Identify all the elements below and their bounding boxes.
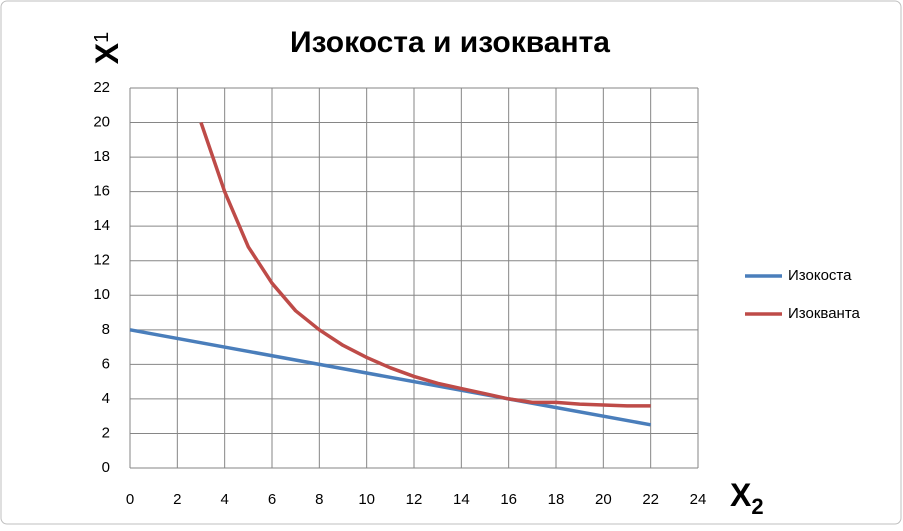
x-tick-label: 24 xyxy=(690,491,707,508)
y-axis-title-main: X xyxy=(89,42,125,64)
y-tick-label: 18 xyxy=(93,148,110,165)
x-tick-label: 2 xyxy=(173,491,181,508)
y-axis-title-sub: 1 xyxy=(91,32,113,43)
y-tick-label: 22 xyxy=(93,79,110,96)
y-tick-label: 12 xyxy=(93,252,110,269)
y-tick-label: 10 xyxy=(93,286,110,303)
y-axis-title: X1 xyxy=(89,32,125,64)
legend-label: Изокоста xyxy=(788,267,852,284)
y-tick-label: 20 xyxy=(93,114,110,131)
x-tick-label: 22 xyxy=(642,491,659,508)
x-tick-label: 6 xyxy=(268,491,276,508)
y-tick-label: 8 xyxy=(102,321,110,338)
x-tick-label: 4 xyxy=(220,491,228,508)
x-axis-title-sub: 2 xyxy=(751,494,763,519)
x-tick-label: 16 xyxy=(500,491,517,508)
y-tick-label: 16 xyxy=(93,183,110,200)
x-tick-label: 18 xyxy=(548,491,565,508)
chart-title: Изокоста и изокванта xyxy=(290,26,610,59)
y-tick-label: 4 xyxy=(102,390,110,407)
x-tick-label: 0 xyxy=(126,491,134,508)
x-tick-label: 12 xyxy=(406,491,423,508)
y-tick-label: 0 xyxy=(102,459,110,476)
x-tick-label: 14 xyxy=(453,491,470,508)
x-tick-label: 20 xyxy=(595,491,612,508)
series-line xyxy=(129,328,651,427)
x-axis-title: X2 xyxy=(730,477,764,519)
x-tick-label: 10 xyxy=(358,491,375,508)
y-tick-label: 14 xyxy=(93,217,110,234)
legend-label: Изокванта xyxy=(788,305,861,322)
x-axis-title-main: X xyxy=(730,477,752,513)
y-tick-label: 6 xyxy=(102,355,110,372)
x-tick-label: 8 xyxy=(315,491,323,508)
series-line xyxy=(199,121,651,408)
y-tick-label: 2 xyxy=(102,424,110,441)
